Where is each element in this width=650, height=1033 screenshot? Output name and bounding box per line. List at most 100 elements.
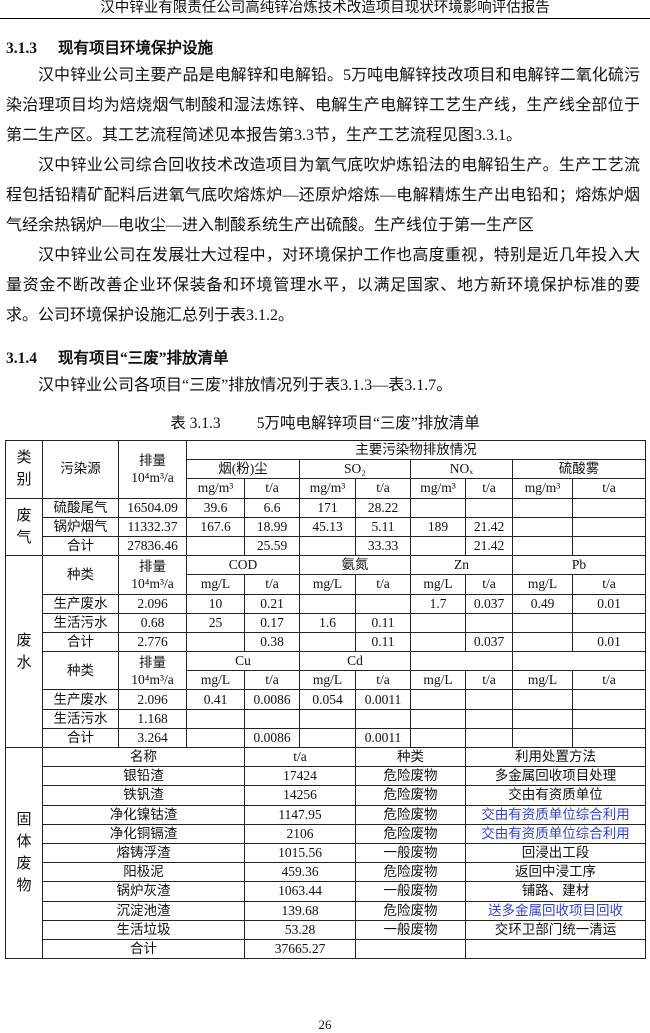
row-amount: 14256 <box>244 785 356 806</box>
table-row: 合计 27836.46 25.59 33.33 21.42 <box>6 535 646 557</box>
cell-value: 5.11 <box>355 516 411 537</box>
paragraph: 汉中锌业公司各项目“三废”排放情况列于表3.1.3—表3.1.7。 <box>38 377 453 394</box>
table-number: 表 3.1.3 <box>170 415 221 432</box>
cell-value <box>465 727 513 749</box>
row-type: 一般废物 <box>355 919 466 940</box>
cell-value: 21.42 <box>465 535 513 557</box>
header-unit: t/a <box>465 478 513 499</box>
cell-value <box>299 631 356 653</box>
cell-value <box>410 727 466 749</box>
row-method: 回浸出工段 <box>465 842 646 864</box>
row-name: 合计 <box>42 938 245 960</box>
table-row: 固体废物 名称 t/a 种类 利用处置方法 <box>5 746 646 960</box>
cell-value: 33.33 <box>355 535 411 557</box>
row-method: 返回中浸工序 <box>465 862 646 883</box>
cell-value: 0.41 <box>186 689 245 710</box>
header-flow: 排量 10⁴m³/a <box>118 555 187 595</box>
row-amount: 139.68 <box>244 900 356 921</box>
table-row: 废水 种类 排量 10⁴m³/a COD 氨氮 Zn Pb <box>5 555 646 748</box>
header-type: 种类 <box>42 651 119 691</box>
row-type: 一般废物 <box>355 881 466 902</box>
cell-value <box>186 727 245 749</box>
cell-value: 0.38 <box>244 631 300 653</box>
cell-value <box>410 612 466 633</box>
row-type: 危险废物 <box>355 823 466 844</box>
cell-value <box>572 689 646 710</box>
section-title: 现有项目环境保护设施 <box>58 40 214 57</box>
cell-value: 39.6 <box>186 497 245 518</box>
cell-value <box>299 593 356 614</box>
row-type: 危险废物 <box>355 766 466 787</box>
cell-value: 21.42 <box>465 516 513 537</box>
header-unit: t/a <box>244 670 300 691</box>
cell-value: 0.01 <box>572 631 646 653</box>
row-name: 锅炉灰渣 <box>42 881 245 902</box>
cell-value <box>512 612 573 633</box>
row-method: 交环卫部门统一清运 <box>465 919 646 940</box>
header-pollutant: 烟(粉)尘 <box>186 459 300 480</box>
header-unit: t/a <box>465 574 513 595</box>
row-type: 一般废物 <box>355 842 466 864</box>
table-row: 熔铸浮渣 1015.56 一般废物 回浸出工段 <box>6 842 646 864</box>
table-caption: 表 3.1.3 5万吨电解锌项目“三废”排放清单 <box>0 411 650 433</box>
table-row: 沉淀池渣 139.68 危险废物 送多金属回收项目回收 <box>6 900 646 921</box>
category-label: 废水 <box>5 555 43 748</box>
cell-value: 167.6 <box>186 516 245 537</box>
emissions-table: 类别 污染源 排量 10⁴m³/a 主要污染物排放情况 烟(粉)尘 SO₂ NOₓ 硫酸雾 mg… <box>5 439 646 960</box>
table-row: 银铅渣 17424 危险废物 多金属回收项目处理 <box>6 766 646 787</box>
header-pollutant: 氨氮 <box>299 555 411 576</box>
section-heading-3-1-3: 3.1.3 现有项目环境保护设施 <box>6 36 213 58</box>
row-amount: 37665.27 <box>244 938 356 960</box>
cell-value: 25.59 <box>244 535 300 557</box>
section-number: 3.1.3 <box>6 40 37 57</box>
cell-value <box>572 516 646 537</box>
cell-value: 0.054 <box>299 689 356 710</box>
header-unit: t/a <box>244 478 300 499</box>
cell-value <box>512 535 573 557</box>
row-method: 多金属回收项目处理 <box>465 766 646 787</box>
row-method: 送多金属回收项目回收 <box>465 900 646 921</box>
cell-value: 10 <box>186 593 245 614</box>
table-row: 生产废水 2.096 0.41 0.0086 0.054 0.0011 <box>6 689 646 710</box>
row-method: 交由有资质单位综合利用 <box>465 823 646 844</box>
cell-value: 1.6 <box>299 612 356 633</box>
header-unit: t/a <box>355 478 411 499</box>
cell-value: 0.0086 <box>244 727 300 749</box>
cell-value: 171 <box>299 497 356 518</box>
row-type: 生活污水 <box>42 612 119 633</box>
cell-value <box>572 535 646 557</box>
row-method: 交由有资质单位综合利用 <box>465 804 646 825</box>
row-name: 铁钒渣 <box>42 785 245 806</box>
row-flow: 11332.37 <box>118 516 187 537</box>
header-method: 利用处置方法 <box>465 746 646 768</box>
cell-value: 189 <box>410 516 466 537</box>
header-unit: mg/L <box>186 670 245 691</box>
table-row: 锅炉灰渣 1063.44 一般废物 铺路、建材 <box>6 881 646 902</box>
table-row: 生产废水 2.096 10 0.21 1.7 0.037 0.49 0.01 <box>6 593 646 614</box>
header-flow: 排量 10⁴m³/a <box>118 440 187 499</box>
header-pollutant <box>410 651 513 672</box>
row-flow: 0.68 <box>118 612 187 633</box>
cell-value <box>572 497 646 518</box>
header-pollutant: COD <box>186 555 300 576</box>
header-source: 污染源 <box>42 440 119 499</box>
cell-value: 25 <box>186 612 245 633</box>
header-category: 类别 <box>5 440 43 499</box>
row-type: 危险废物 <box>355 862 466 883</box>
cell-value <box>512 708 573 729</box>
cell-value <box>572 708 646 729</box>
header-unit: t/a <box>355 670 411 691</box>
row-amount: 53.28 <box>244 919 356 940</box>
row-flow: 2.096 <box>118 689 187 710</box>
cell-value <box>299 708 356 729</box>
table-row: 生活污水 1.168 <box>6 708 646 729</box>
cell-value <box>465 612 513 633</box>
header-pollutant: NOₓ <box>410 459 513 480</box>
table-row: 类别 污染源 排量 10⁴m³/a 主要污染物排放情况 <box>5 439 646 499</box>
page-number: 26 <box>318 1017 332 1032</box>
row-method <box>465 938 646 960</box>
row-amount: 2106 <box>244 823 356 844</box>
header-unit: t/a <box>244 574 300 595</box>
row-name: 净化铜镉渣 <box>42 823 245 844</box>
header-unit: t/a <box>355 574 411 595</box>
